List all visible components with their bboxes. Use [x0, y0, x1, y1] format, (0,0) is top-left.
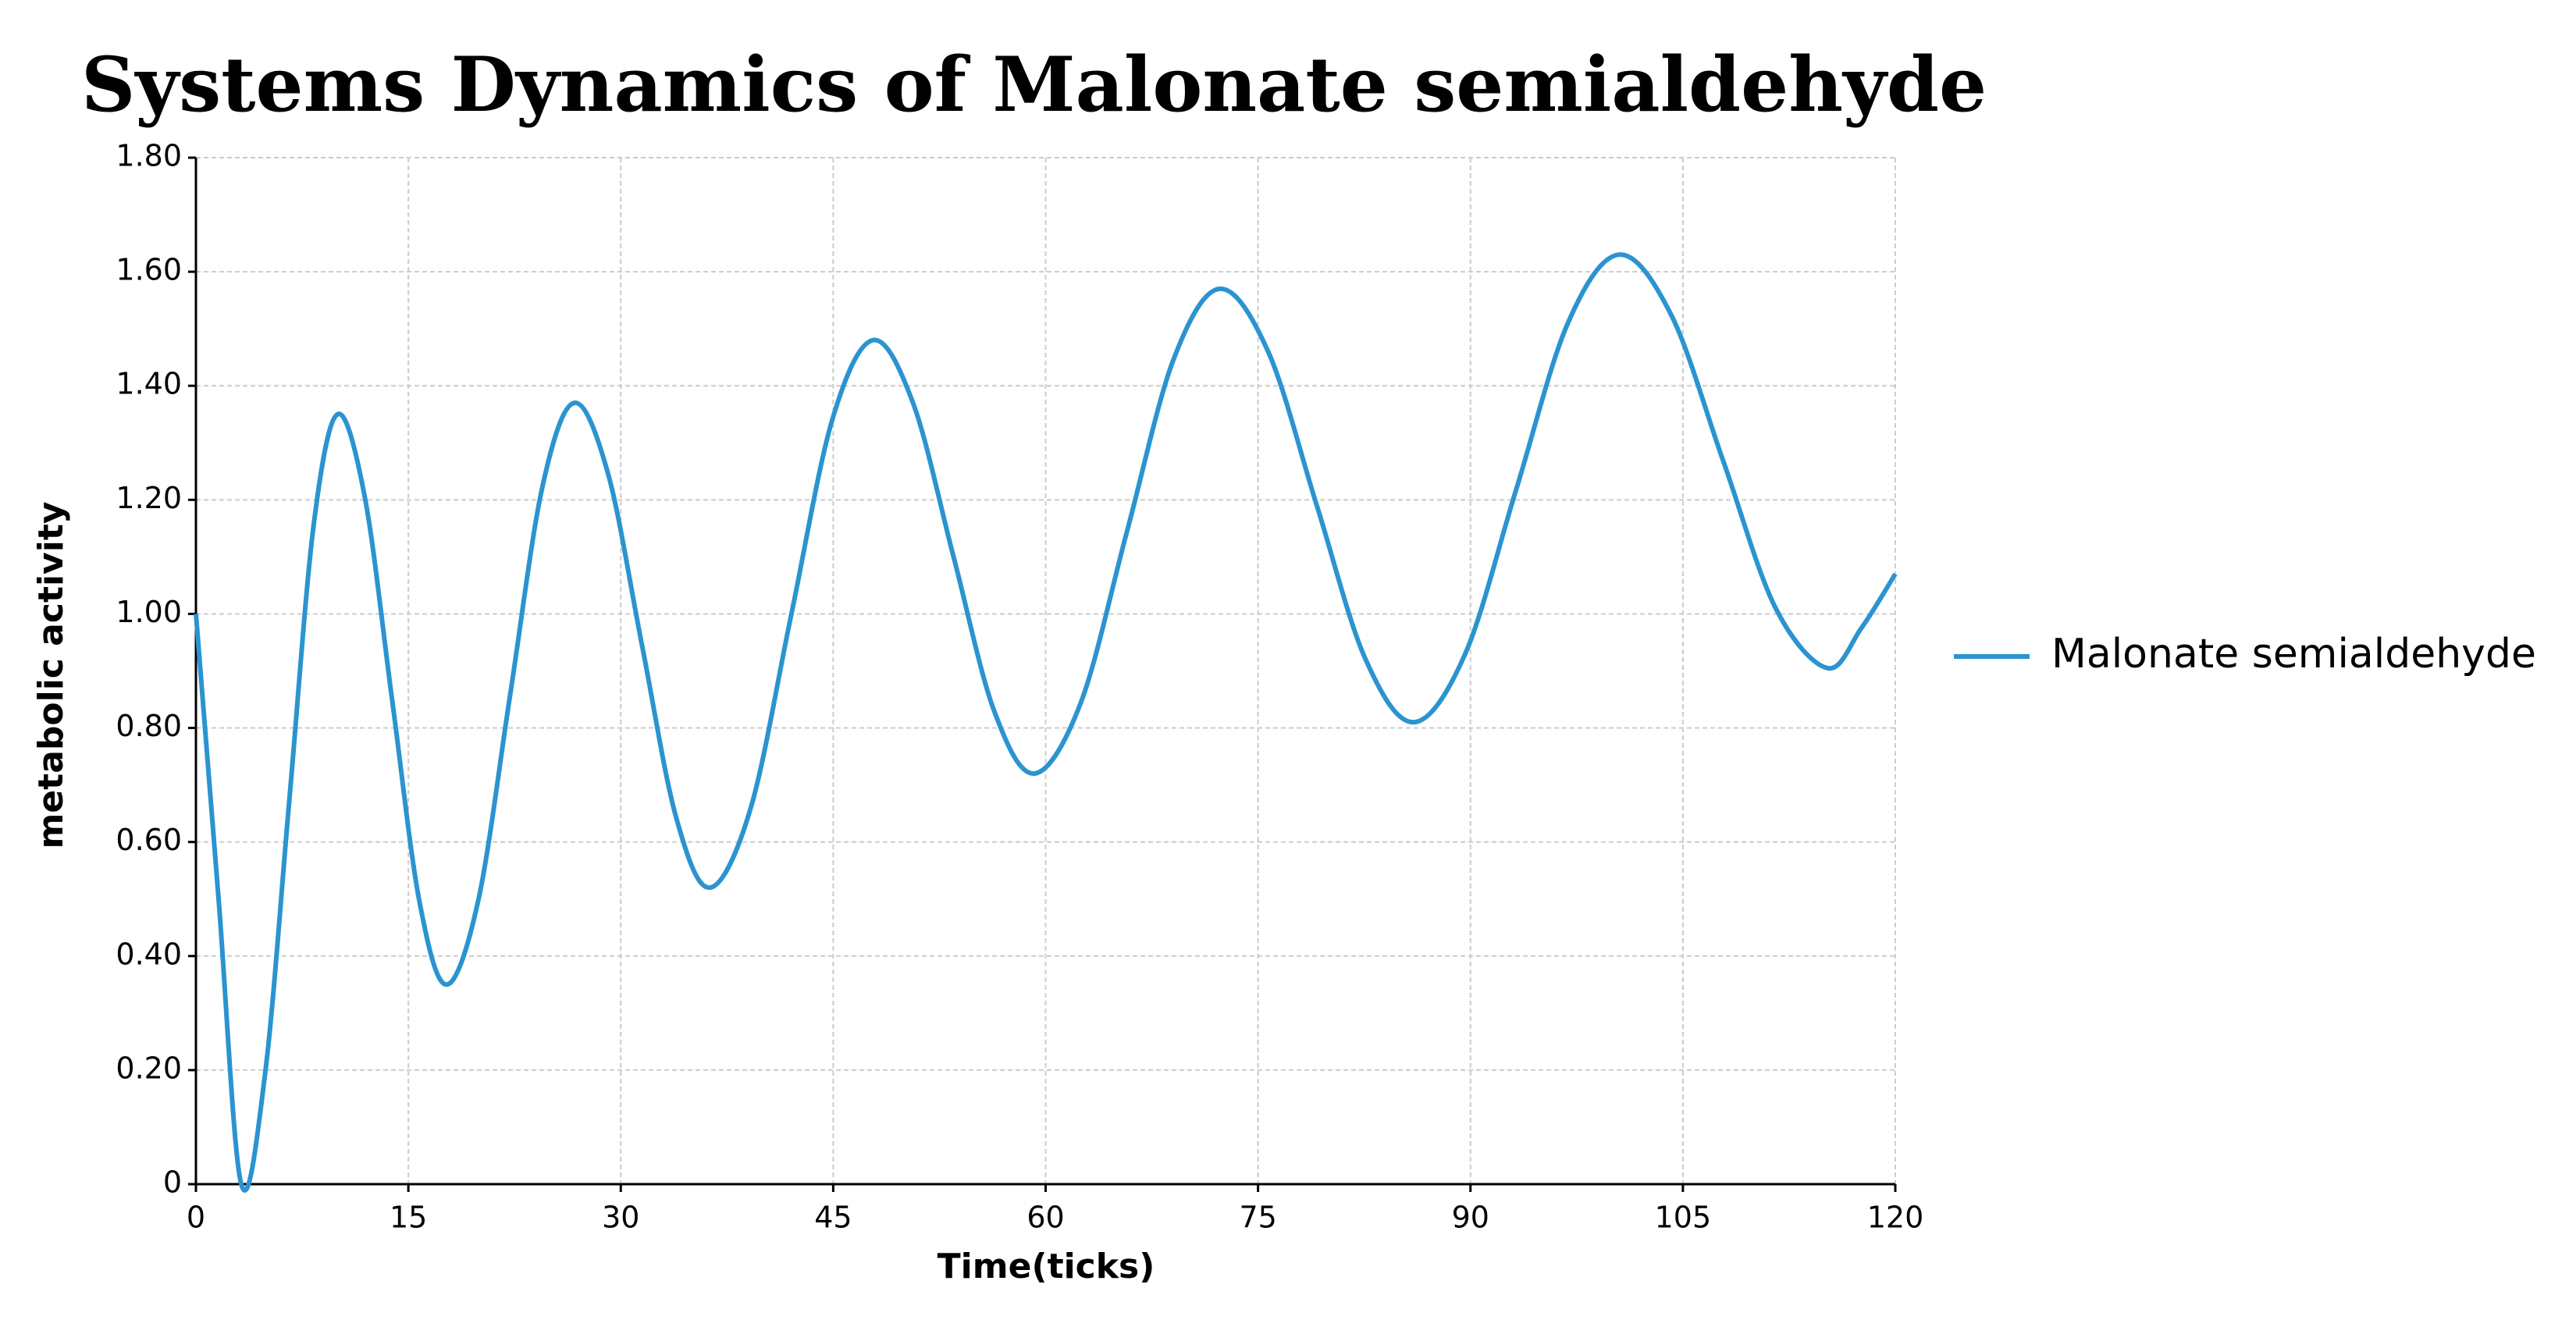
- x-tick-label: 30: [602, 1201, 639, 1235]
- y-tick-label: 1.20: [116, 481, 182, 515]
- x-tick-label: 60: [1026, 1201, 1064, 1235]
- y-tick-label: 0: [163, 1165, 182, 1200]
- x-tick-label: 75: [1239, 1201, 1276, 1235]
- y-tick-label: 1.00: [116, 595, 182, 629]
- x-tick-label: 90: [1452, 1201, 1489, 1235]
- x-tick-label: 0: [187, 1201, 205, 1235]
- y-tick-label: 0.40: [116, 937, 182, 971]
- y-tick-label: 0.80: [116, 709, 182, 743]
- x-tick-label: 15: [390, 1201, 427, 1235]
- legend-label: Malonate semialdehyde: [2051, 631, 2536, 678]
- y-tick-label: 1.40: [116, 367, 182, 401]
- y-tick-label: 0.20: [116, 1051, 182, 1085]
- y-tick-label: 1.60: [116, 253, 182, 287]
- x-axis-label: Time(ticks): [938, 1247, 1155, 1286]
- y-tick-label: 1.80: [116, 139, 182, 173]
- y-tick-label: 0.60: [116, 823, 182, 857]
- chart-title: Systems Dynamics of Malonate semialdehyd…: [81, 41, 1987, 129]
- x-tick-label: 105: [1655, 1201, 1712, 1235]
- y-axis-label: metabolic activity: [31, 501, 71, 848]
- x-tick-label: 45: [814, 1201, 852, 1235]
- data-line: [194, 252, 1898, 1193]
- x-tick-label: 120: [1867, 1201, 1924, 1235]
